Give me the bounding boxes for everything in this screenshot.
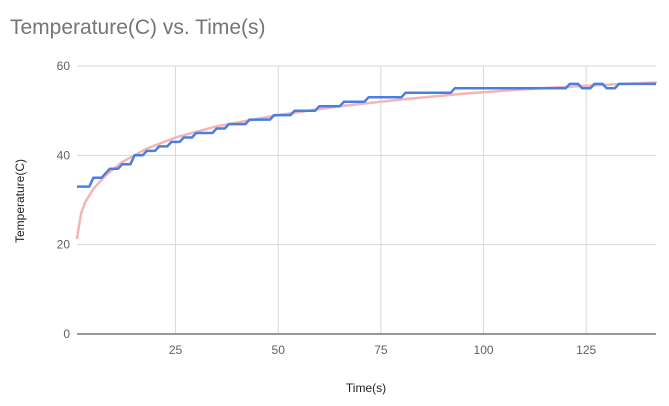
y-axis-title: Temperature(C)	[13, 159, 27, 243]
x-tick-label: 25	[169, 343, 183, 357]
x-tick-label: 125	[576, 343, 596, 357]
x-tick-label: 100	[474, 343, 494, 357]
x-tick-labels: 25 50 75 100 125	[169, 343, 597, 357]
chart-title: Temperature(C) vs. Time(s)	[10, 16, 266, 39]
y-tick-labels: 0 20 40 60	[57, 59, 71, 341]
y-tick-label: 60	[57, 59, 71, 73]
x-axis-title: Time(s)	[346, 381, 386, 395]
temperature-series-line	[77, 82, 656, 188]
series-layer	[75, 81, 658, 240]
y-tick-label: 0	[63, 327, 70, 341]
y-tick-label: 40	[57, 148, 71, 162]
y-tick-label: 20	[57, 238, 71, 252]
x-tick-label: 75	[374, 343, 388, 357]
trendline	[75, 81, 658, 240]
grid-lines	[77, 65, 656, 334]
x-tick-label: 50	[272, 343, 286, 357]
